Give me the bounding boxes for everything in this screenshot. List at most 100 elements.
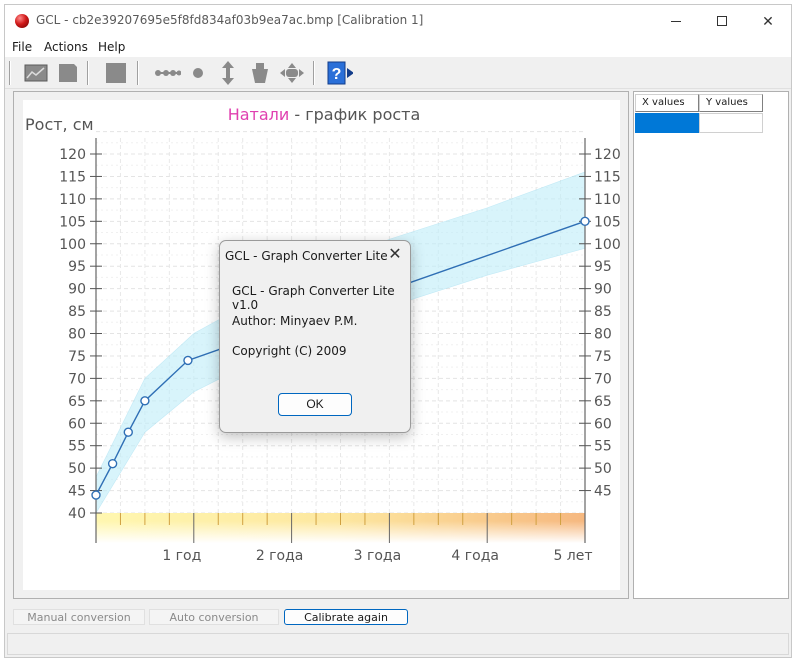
y-tick-label-right: 85 bbox=[594, 304, 612, 320]
minimize-icon bbox=[671, 20, 681, 22]
data-point bbox=[183, 355, 193, 366]
dialog-close-button[interactable]: ✕ bbox=[388, 246, 402, 263]
y-axis-label: Рост, см bbox=[25, 115, 94, 134]
y-tick-label-right: 75 bbox=[594, 349, 612, 365]
auto-conversion-button[interactable]: Auto conversion bbox=[149, 609, 279, 625]
chart-title-name: Натали bbox=[228, 105, 290, 124]
data-point bbox=[91, 490, 101, 500]
y-tick-label-right: 90 bbox=[594, 282, 612, 298]
table-cell-y[interactable] bbox=[699, 113, 763, 133]
point-button[interactable] bbox=[185, 61, 211, 85]
toolbar: ? bbox=[5, 57, 791, 89]
y-tick-label-left: 40 bbox=[68, 506, 86, 522]
close-button[interactable]: ✕ bbox=[762, 12, 774, 29]
toolbar-separator bbox=[87, 61, 89, 85]
maximize-button[interactable] bbox=[699, 5, 745, 37]
stop-icon bbox=[106, 63, 126, 83]
dialog-ok-button[interactable]: OK bbox=[278, 393, 352, 416]
points-line-button[interactable] bbox=[155, 61, 181, 85]
dialog-copyright-text: Copyright (C) 2009 bbox=[232, 344, 347, 358]
toolbar-separator bbox=[137, 61, 139, 85]
y-tick-label-left: 110 bbox=[59, 192, 86, 208]
x-tick-label: 2 года bbox=[256, 548, 304, 564]
y-tick-label-right: 115 bbox=[594, 169, 620, 185]
y-tick-label-left: 85 bbox=[68, 304, 86, 320]
y-tick-label-left: 75 bbox=[68, 349, 86, 365]
dialog-author-text: Author: Minyaev P.M. bbox=[232, 314, 358, 328]
y-tick-label-right: 70 bbox=[594, 371, 612, 387]
chart-title: Натали - график роста bbox=[228, 105, 421, 124]
dialog-title: GCL - Graph Converter Lite bbox=[225, 249, 388, 263]
svg-text:?: ? bbox=[332, 66, 342, 83]
manual-conversion-button[interactable]: Manual conversion bbox=[13, 609, 145, 625]
calibrate-again-button[interactable]: Calibrate again bbox=[284, 609, 408, 625]
about-dialog: GCL - Graph Converter Lite ✕ GCL - Graph… bbox=[219, 240, 411, 433]
y-tick-label-left: 95 bbox=[68, 259, 86, 275]
y-tick-label-left: 105 bbox=[59, 214, 86, 230]
y-tick-label-right: 60 bbox=[594, 416, 612, 432]
y-tick-label-left: 60 bbox=[68, 416, 86, 432]
y-tick-label-left: 70 bbox=[68, 371, 86, 387]
y-tick-label-left: 45 bbox=[68, 484, 86, 500]
data-point bbox=[580, 216, 590, 227]
eraser-icon bbox=[252, 63, 268, 83]
data-point bbox=[140, 396, 150, 406]
x-tick-label: 5 лет bbox=[553, 548, 592, 564]
graph-image[interactable]: 120 115 110 105 100 95 90 85 80 75 70 65 60 55 50 45 40 1… bbox=[23, 100, 621, 590]
pan-icon bbox=[280, 63, 304, 83]
y-tick-label-right: 80 bbox=[594, 327, 612, 343]
y-tick-label-left: 115 bbox=[59, 169, 86, 185]
app-window: GCL - cb2e39207695e5f8fd834af03b9ea7ac.b… bbox=[4, 4, 792, 658]
maximize-icon bbox=[717, 16, 727, 26]
pan-button[interactable] bbox=[279, 61, 305, 85]
chart-title-rest: - график роста bbox=[289, 105, 420, 124]
save-button[interactable] bbox=[55, 61, 81, 85]
table-cell-x-selected[interactable] bbox=[635, 113, 699, 133]
growth-chart: 120 115 110 105 100 95 90 85 80 75 70 65 60 55 50 45 40 1… bbox=[25, 105, 621, 564]
y-tick-label-left: 100 bbox=[59, 237, 86, 253]
app-icon bbox=[15, 14, 29, 28]
eraser-button[interactable] bbox=[247, 61, 273, 85]
y-tick-label-left: 90 bbox=[68, 282, 86, 298]
y-tick-label-right: 105 bbox=[594, 214, 620, 230]
toolbar-separator bbox=[9, 61, 11, 85]
help-icon: ? bbox=[327, 61, 353, 85]
x-tick-label: 3 года bbox=[354, 548, 402, 564]
y-tick-label-right: 50 bbox=[594, 461, 612, 477]
y-tick-label-left: 120 bbox=[59, 147, 86, 163]
y-tick-label-right: 110 bbox=[594, 192, 620, 208]
save-icon bbox=[59, 64, 77, 82]
menu-file[interactable]: File bbox=[12, 40, 33, 54]
graph-panel: 120 115 110 105 100 95 90 85 80 75 70 65 60 55 50 45 40 1… bbox=[13, 91, 629, 599]
toolbar-separator bbox=[313, 61, 315, 85]
window-title: GCL - cb2e39207695e5f8fd834af03b9ea7ac.b… bbox=[36, 13, 424, 27]
menu-bar: File Actions Help bbox=[5, 37, 791, 57]
menu-actions[interactable]: Actions bbox=[44, 40, 88, 54]
menu-help[interactable]: Help bbox=[98, 40, 126, 54]
y-tick-label-left: 65 bbox=[68, 394, 86, 410]
dialog-version-text: GCL - Graph Converter Lite v1.0 bbox=[232, 284, 395, 312]
x-tick-label: 1 год bbox=[162, 548, 201, 564]
y-tick-label-left: 80 bbox=[68, 327, 86, 343]
y-tick-label-right: 95 bbox=[594, 259, 612, 275]
open-graph-icon bbox=[24, 64, 48, 82]
y-tick-label-left: 55 bbox=[68, 439, 86, 455]
data-table: X values Y values bbox=[633, 91, 789, 599]
table-header-y[interactable]: Y values bbox=[699, 94, 763, 112]
status-bar bbox=[7, 633, 789, 655]
vertical-move-icon bbox=[222, 61, 234, 85]
y-tick-label-right: 120 bbox=[594, 147, 620, 163]
minimize-button[interactable] bbox=[653, 5, 699, 37]
data-point bbox=[123, 427, 133, 437]
open-graph-button[interactable] bbox=[23, 61, 49, 85]
x-axis-strip-fade bbox=[96, 521, 585, 543]
table-header-x[interactable]: X values bbox=[635, 94, 699, 112]
points-line-icon bbox=[155, 70, 181, 76]
title-bar: GCL - cb2e39207695e5f8fd834af03b9ea7ac.b… bbox=[5, 5, 791, 37]
vertical-move-button[interactable] bbox=[215, 61, 241, 85]
help-button[interactable]: ? bbox=[327, 61, 353, 85]
y-tick-label-left: 50 bbox=[68, 461, 86, 477]
stop-button[interactable] bbox=[103, 61, 129, 85]
y-tick-label-right: 100 bbox=[594, 237, 620, 253]
x-tick-label: 4 года bbox=[451, 548, 499, 564]
